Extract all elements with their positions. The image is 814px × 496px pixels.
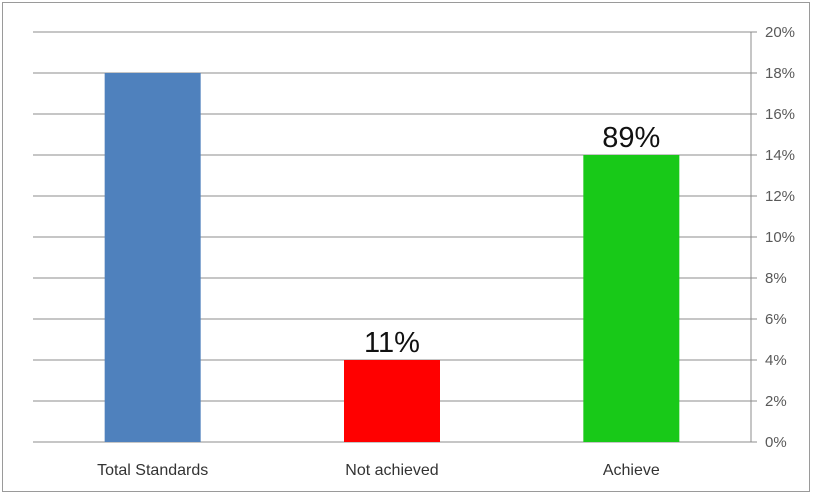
bar-not-achieved (344, 360, 440, 442)
y-tick-label: 6% (765, 311, 787, 328)
y-tick-label: 18% (765, 65, 795, 82)
y-tick-label: 10% (765, 229, 795, 246)
data-labels: 11% 89% (364, 122, 660, 359)
y-tick-label: 20% (765, 24, 795, 41)
category-label: Total Standards (97, 462, 208, 479)
y-tick-label: 8% (765, 270, 787, 287)
category-labels: Total Standards Not achieved Achieve (97, 462, 660, 479)
y-tick-label: 4% (765, 352, 787, 369)
bars (104, 73, 680, 442)
y-tick-label: 12% (765, 188, 795, 205)
y-tick-label: 0% (765, 434, 787, 451)
bar-achieve (583, 155, 680, 442)
data-label: 89% (602, 122, 660, 154)
category-label: Not achieved (345, 462, 438, 479)
y-axis: 0% 2% 4% 6% 8% 10% 12% 14% 16% 18% 20% (750, 24, 795, 451)
bar-chart: 0% 2% 4% 6% 8% 10% 12% 14% 16% 18% 20% Total Stand… (33, 24, 795, 479)
data-label: 11% (364, 327, 420, 359)
bar-total-standards (104, 73, 201, 442)
category-label: Achieve (603, 462, 660, 479)
y-tick-label: 2% (765, 393, 787, 410)
y-tick-label: 14% (765, 147, 795, 164)
y-tick-label: 16% (765, 106, 795, 123)
